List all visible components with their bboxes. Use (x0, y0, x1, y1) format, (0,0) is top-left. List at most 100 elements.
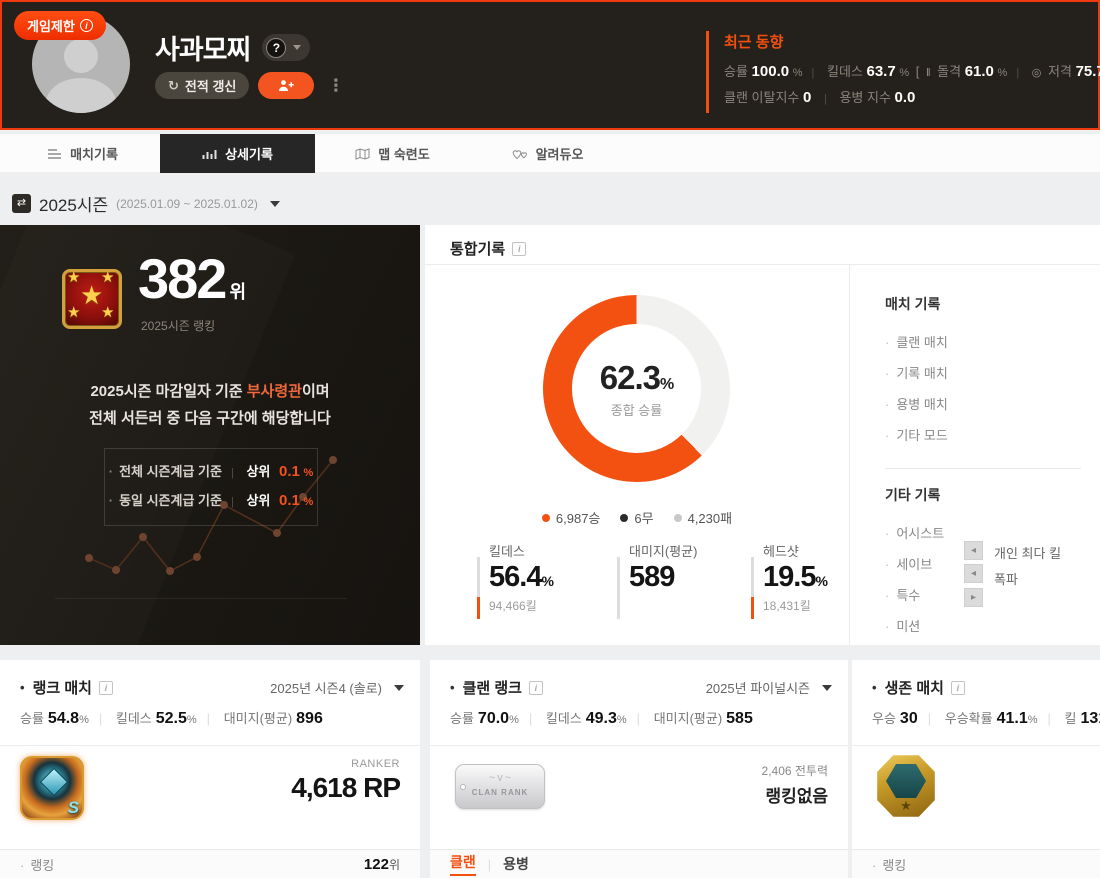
extra-stat-max-kill: 개인 최다 킬 (994, 546, 1062, 561)
sidebar-item-special[interactable]: 특수 (885, 580, 1100, 611)
draw-dot-icon (620, 513, 629, 522)
sidebar-item-mission[interactable]: 미션 (885, 611, 1100, 642)
divider (55, 598, 347, 599)
prev-icon[interactable]: ◂ (964, 564, 983, 583)
clan-ranking-status: 랭킹없음 (765, 787, 828, 806)
clan-power: 2,406 전투력 (761, 764, 828, 778)
rank-match-ranking-row: 랭킹 122위 (0, 849, 420, 878)
clan-rank-season-selector[interactable]: 2025년 파이널시즌 (706, 678, 832, 697)
info-icon[interactable]: i (528, 680, 543, 695)
divider (885, 468, 1081, 469)
assault-label: 돌격 (937, 64, 962, 79)
rank-sparkline (85, 456, 337, 575)
trend-row-1: 승률 100.0 % 킬데스 63.7 % [ ‖ 돌격 61.0 % ◎ 저격… (724, 61, 1100, 80)
season-tier-badge: ★ ★ ★ ★ ★ (62, 269, 122, 329)
trend-title: 최근 동향 (724, 34, 784, 51)
add-favorite-button[interactable] (258, 72, 315, 99)
chevron-down-icon (293, 45, 302, 50)
tab-map-mastery[interactable]: 맵 숙련도 (315, 134, 470, 173)
list-icon (47, 148, 62, 160)
info-icon[interactable]: i (950, 680, 965, 695)
divider (852, 745, 1100, 746)
refresh-record-button[interactable]: ↻ 전적 갱신 (155, 72, 250, 99)
game-restriction-badge[interactable]: 게임제한 i (14, 11, 106, 40)
stat-kd: 킬데스 56.4% 94,466킬 (477, 541, 554, 619)
sidebar-item-save[interactable]: 세이브 (885, 549, 1100, 580)
stat-headshot: 헤드샷 19.5% 18,431킬 (751, 541, 828, 619)
avatar-head-shape (64, 39, 98, 73)
season-name: 2025시즌 (39, 196, 109, 215)
profile-header: 게임제한 i 사과모찌 ? ↻ 전적 갱신 ⋮ 최근 동향 승률 100. (0, 0, 1100, 130)
divider (849, 264, 850, 645)
kd-value: 63.7 (866, 63, 896, 80)
season-rank-caption: 2025시즌 랭킹 (141, 319, 216, 333)
player-name: 사과모찌 (155, 35, 251, 65)
chart-icon (202, 148, 217, 160)
record-sidebar: 매치 기록 클랜 매치 기록 매치 용병 매치 기타 모드 기타 기록 어시스트… (849, 264, 1100, 645)
assault-icon: ‖ (925, 67, 931, 79)
clan-leave-label: 클랜 이탈지수 (724, 90, 800, 105)
assault-value: 61.0 (964, 63, 994, 80)
hearts-icon (512, 148, 528, 160)
prev-icon[interactable]: ◂ (964, 541, 983, 560)
donut-center: 62.3% 종합 승률 (572, 324, 701, 453)
win-dot-icon (541, 513, 550, 522)
rank-match-season-selector[interactable]: 2025년 시즌4 (솔로) (270, 678, 404, 697)
sniper-icon: ◎ (1031, 67, 1042, 79)
map-icon (355, 147, 370, 160)
refresh-label: 전적 갱신 (184, 79, 237, 94)
divider (0, 745, 420, 746)
winrate-donut: 62.3% 종합 승률 (543, 295, 730, 482)
sidebar-item-etc-mode[interactable]: 기타 모드 (885, 420, 1100, 451)
merc-index-value: 0.0 (894, 89, 916, 106)
info-icon[interactable]: i (512, 241, 527, 256)
tab-detail-record[interactable]: 상세기록 (160, 134, 315, 173)
season-rank-number: 382 위 (138, 247, 246, 310)
recent-trend: 최근 동향 승률 100.0 % 킬데스 63.7 % [ ‖ 돌격 61.0 … (706, 31, 1100, 113)
more-menu-button[interactable]: ⋮ (327, 75, 345, 95)
tab-clan[interactable]: 클랜 (450, 852, 476, 876)
rank-points: 4,618 RP (291, 772, 401, 803)
sidebar-item-merc-match[interactable]: 용병 매치 (885, 389, 1100, 420)
season-selector[interactable]: ⇄ 2025시즌 (2025.01.09 ~ 2025.01.02) (12, 191, 280, 216)
divider (425, 264, 1100, 265)
survival-title: 생존 매치 (884, 680, 944, 697)
etc-record-heading: 기타 기록 (885, 487, 941, 503)
sniper-label: 저격 (1048, 64, 1072, 79)
merc-index-label: 용병 지수 (839, 90, 891, 105)
match-record-heading: 매치 기록 (885, 296, 941, 312)
refresh-icon: ↻ (168, 77, 179, 93)
avatar-body-shape (46, 78, 116, 113)
overall-winrate-caption: 종합 승률 (610, 402, 663, 418)
chevron-down-icon (394, 684, 404, 691)
tab-duo[interactable]: 알려듀오 (470, 134, 625, 173)
tab-mercenary[interactable]: 용병 (503, 856, 529, 872)
divider (430, 745, 848, 746)
tab-match-record[interactable]: 매치기록 (5, 134, 160, 173)
kd-label: 킬데스 (826, 64, 863, 79)
tier-label: RANKER (351, 758, 400, 770)
info-icon[interactable]: i (98, 680, 113, 695)
winrate-label: 승률 (724, 64, 748, 79)
next-icon[interactable]: ▸ (964, 588, 983, 607)
tier-help-dropdown[interactable]: ? (262, 34, 311, 61)
question-icon: ? (266, 37, 287, 58)
wing-icon: ~v~ (488, 772, 514, 784)
sidebar-item-record-match[interactable]: 기록 매치 (885, 358, 1100, 389)
sidebar-item-clan-match[interactable]: 클랜 매치 (885, 327, 1100, 358)
survival-ranking-row: 랭킹 (852, 849, 1100, 878)
unified-title: 통합기록 (450, 241, 506, 258)
legend-losses: 4,230패 (673, 508, 732, 527)
clan-leave-value: 0 (803, 89, 812, 106)
stat-damage: 대미지(평균) 589 (617, 541, 697, 619)
clan-tabs-row: 클랜 용병 (430, 849, 848, 878)
sidebar-item-assist[interactable]: 어시스트 (885, 518, 1100, 549)
tier-name: 부사령관 (246, 383, 302, 400)
loss-dot-icon (673, 513, 682, 522)
